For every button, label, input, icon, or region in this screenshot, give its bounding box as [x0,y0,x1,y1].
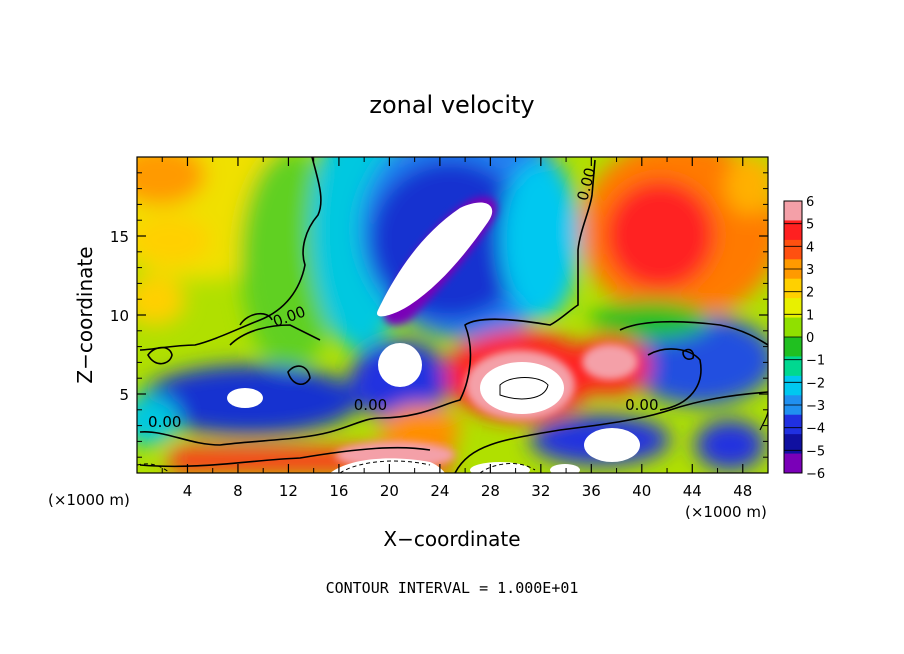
colorbar-swatch-2 [784,239,802,260]
colorbar-label-8: −2 [806,376,825,391]
colorbar-swatch-7 [784,337,802,357]
x-tick-label: 20 [380,482,399,500]
colorbar-label-6: 0 [806,331,814,346]
colorbar-swatch-12 [784,434,802,455]
x-tick-label: 40 [632,482,651,500]
x-unit-left: (×1000 m) [48,491,130,509]
colorbar: 6 5 4 3 2 1 0 −1 −2 −3 −4 −5 −6 [783,195,825,482]
x-tick-label: 12 [279,482,298,500]
colorbar-swatch-0 [784,201,802,221]
colorbar-swatch-6 [784,317,802,338]
x-tick-label: 44 [683,482,702,500]
colorbar-label-9: −3 [806,399,825,414]
x-tick-label: 4 [183,482,193,500]
x-tick-label: 36 [582,482,601,500]
y-axis-label: Z−coordinate [73,246,97,383]
colorbar-swatch-9 [784,375,802,396]
colorbar-label-5: 1 [806,308,814,323]
x-unit-right: (×1000 m) [685,503,767,521]
colorbar-label-3: 3 [806,263,814,278]
colorbar-label-12: −6 [806,467,825,482]
x-tick-label: 32 [531,482,550,500]
colorbar-label-2: 4 [806,240,814,255]
colorbar-label-7: −1 [806,354,825,369]
x-tick-label: 24 [430,482,449,500]
x-tick-label: 8 [233,482,243,500]
colorbar-label-1: 5 [806,218,814,233]
heatmap-field [137,157,768,473]
x-tick-label: 16 [329,482,348,500]
colorbar-swatch-13 [784,453,802,474]
chart-title: zonal velocity [369,91,534,119]
colorbar-label-0: 6 [806,195,814,210]
x-tick-label: 28 [481,482,500,500]
contour-lines [139,157,768,473]
colorbar-swatch-1 [784,220,802,241]
x-axis-label: X−coordinate [383,527,520,551]
colorbar-label-11: −5 [806,444,825,459]
contour-label-1: 0.00 [354,396,387,414]
x-tick-label: 48 [733,482,752,500]
contour-label-0: 0.00 [148,413,181,431]
contour-interval-footer: CONTOUR INTERVAL = 1.000E+01 [326,579,579,597]
colorbar-swatch-8 [784,356,802,377]
contour-lines-dashed [137,460,536,473]
y-axis-ticks: 5 10 15 [110,172,768,458]
colorbar-label-10: −4 [806,422,825,437]
x-axis-ticks: 4 8 12 16 20 24 28 32 36 40 44 48 [161,157,752,500]
y-tick-label: 10 [110,307,129,325]
colorbar-label-4: 2 [806,286,814,301]
y-tick-label: 15 [110,228,129,246]
contour-labels: 0.000.000.000.000.00 [148,166,658,431]
colorbar-swatch-5 [784,298,802,319]
colorbar-swatch-4 [784,278,802,299]
y-tick-label: 5 [119,386,129,404]
colorbar-swatch-11 [784,414,802,435]
contour-label-3: 0.00 [625,396,658,414]
